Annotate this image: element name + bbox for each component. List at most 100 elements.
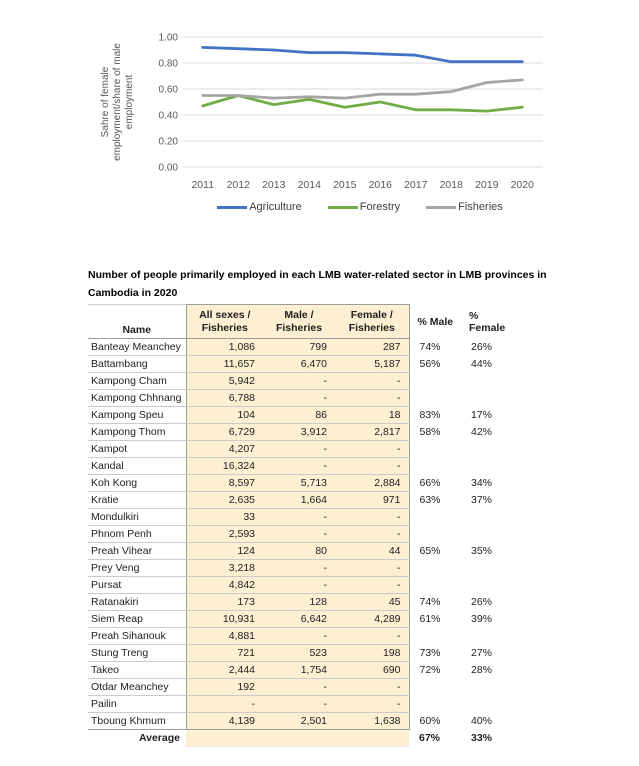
male-value-cell: - xyxy=(263,678,335,696)
province-name-cell: Kandal xyxy=(88,457,186,475)
province-name-cell: Kampong Speu xyxy=(88,406,186,424)
male-value-cell: - xyxy=(263,695,335,713)
all-sexes-value-cell: 4,842 xyxy=(185,576,263,594)
all-sexes-value-cell: 192 xyxy=(185,678,263,696)
legend-swatch xyxy=(217,205,248,209)
province-name-cell: Ratanakiri xyxy=(88,593,186,611)
province-name-cell: Koh Kong xyxy=(88,474,186,492)
province-name-cell: Battambang xyxy=(88,355,186,373)
y-tick-label: 0.00 xyxy=(159,163,179,174)
pct-female-cell xyxy=(461,390,517,407)
male-value-cell: 86 xyxy=(263,406,335,424)
pct-male-cell xyxy=(409,560,461,577)
pct-female-cell xyxy=(461,628,517,645)
table-row: Otdar Meanchey 192- - xyxy=(88,678,517,696)
male-value-cell: 5,713 xyxy=(263,474,335,492)
pct-male-cell xyxy=(409,441,461,458)
pct-female-cell xyxy=(461,441,517,458)
legend-item-forestry: Forestry xyxy=(327,201,401,213)
male-value-cell: 799 xyxy=(263,338,335,356)
pct-male-cell xyxy=(409,577,461,594)
female-value-cell: 971 xyxy=(335,491,410,509)
y-tick-label: 1.00 xyxy=(159,33,179,44)
pct-male-cell: 63% xyxy=(419,494,441,506)
table-row: Phnom Penh 2,593- - xyxy=(88,525,517,543)
female-value-cell: 44 xyxy=(335,542,410,560)
pct-male-cell: 58% xyxy=(419,426,441,438)
pct-male-cell xyxy=(409,509,461,526)
employment-share-chart: Sahre of female employment/share of male… xyxy=(85,20,555,225)
female-value-cell: 2,884 xyxy=(335,474,410,492)
legend-item-agriculture: Agriculture xyxy=(217,201,302,213)
province-name-cell: Tboung Khmum xyxy=(88,712,186,730)
table-row: Siem Reap 10,931 6,642 4,289 61% 39% xyxy=(88,610,517,628)
female-value-cell: - xyxy=(335,389,410,407)
female-value-cell: 198 xyxy=(335,644,410,662)
male-value-cell: 1,664 xyxy=(263,491,335,509)
female-value-cell: - xyxy=(335,457,410,475)
pct-male-cell xyxy=(409,458,461,475)
col-header-male-fisheries: Male / Fisheries xyxy=(263,304,335,339)
pct-female-cell xyxy=(461,509,517,526)
pct-male-cell xyxy=(409,628,461,645)
pct-male-cell: 83% xyxy=(419,409,441,421)
female-value-cell: 287 xyxy=(335,338,410,356)
table-row: Battambang 11,657 6,470 5,187 56% 44% xyxy=(88,355,517,373)
x-tick-label: 2011 xyxy=(191,179,214,191)
table-row: Prey Veng 3,218- - xyxy=(88,559,517,577)
all-sexes-value-cell: 4,139 xyxy=(185,712,263,730)
province-name-cell: Mondulkiri xyxy=(88,508,186,526)
x-tick-label: 2015 xyxy=(333,179,357,191)
pct-female-cell xyxy=(461,577,517,594)
pct-male-cell: 66% xyxy=(419,477,441,489)
pct-female-cell: 40% xyxy=(471,715,493,727)
province-name-cell: Pursat xyxy=(88,576,186,594)
table-row: Kampong Chhnang 6,788- - xyxy=(88,389,517,407)
pct-male-cell xyxy=(409,390,461,407)
table-row: Tboung Khmum 4,139 2,501 1,638 60% 40% xyxy=(88,712,517,730)
average-pct-female-cell: 33% xyxy=(471,732,493,744)
province-name-cell: Kampong Cham xyxy=(88,372,186,390)
pct-male-cell: 73% xyxy=(419,647,441,659)
male-value-cell: - xyxy=(263,457,335,475)
all-sexes-value-cell: 2,444 xyxy=(185,661,263,679)
y-tick-label: 0.20 xyxy=(159,137,179,148)
pct-female-cell: 44% xyxy=(471,358,493,370)
table-row: Kampong Thom 6,729 3,912 2,817 58% 42% xyxy=(88,423,517,441)
col-header-female-fisheries: Female / Fisheries xyxy=(335,304,410,339)
female-value-cell: - xyxy=(335,678,410,696)
all-sexes-value-cell: 3,218 xyxy=(185,559,263,577)
series-line-agriculture xyxy=(201,45,524,64)
pct-female-cell: 42% xyxy=(471,426,493,438)
female-value-cell: - xyxy=(335,525,410,543)
all-sexes-value-cell: 1,086 xyxy=(185,338,263,356)
male-value-cell: - xyxy=(263,559,335,577)
all-sexes-value-cell: 10,931 xyxy=(185,610,263,628)
pct-female-cell: 37% xyxy=(471,494,493,506)
pct-male-cell: 56% xyxy=(419,358,441,370)
table-row: Kampong Speu 104 86 18 83% 17% xyxy=(88,406,517,424)
all-sexes-value-cell: 6,729 xyxy=(185,423,263,441)
y-tick-label: 0.40 xyxy=(159,111,179,122)
col-header-name: Name xyxy=(88,304,186,339)
male-value-cell: - xyxy=(263,508,335,526)
pct-female-cell xyxy=(461,373,517,390)
x-tick-label: 2017 xyxy=(404,179,428,191)
y-tick-label: 0.60 xyxy=(159,85,179,96)
legend-label: Forestry xyxy=(359,201,401,213)
female-value-cell: - xyxy=(335,627,410,645)
table-row: Preah Vihear 124 80 44 65% 35% xyxy=(88,542,517,560)
table-row: Banteay Meanchey 1,086 799 287 74% 26% xyxy=(88,338,517,356)
pct-male-cell: 60% xyxy=(419,715,441,727)
x-tick-label: 2014 xyxy=(298,179,322,191)
province-name-cell: Preah Sihanouk xyxy=(88,627,186,645)
average-row: Average 67% 33% xyxy=(88,729,517,747)
all-sexes-value-cell: 5,942 xyxy=(185,372,263,390)
table-row: Kampot 4,207- - xyxy=(88,440,517,458)
table-row: Mondulkiri 33- - xyxy=(88,508,517,526)
pct-female-cell xyxy=(461,696,517,713)
pct-female-cell xyxy=(461,560,517,577)
female-value-cell: - xyxy=(335,695,410,713)
table-section: Number of people primarily employed in e… xyxy=(88,266,588,747)
